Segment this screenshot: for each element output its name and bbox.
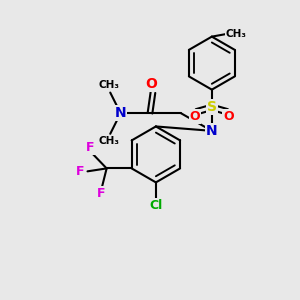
Text: O: O: [146, 77, 158, 91]
Text: F: F: [76, 165, 84, 178]
Text: O: O: [223, 110, 234, 123]
Text: F: F: [86, 141, 95, 154]
Text: CH₃: CH₃: [98, 80, 119, 90]
Text: CH₃: CH₃: [226, 29, 247, 39]
Text: O: O: [190, 110, 200, 123]
Text: CH₃: CH₃: [98, 136, 119, 146]
Text: Cl: Cl: [149, 199, 163, 212]
Text: N: N: [206, 124, 218, 138]
Text: F: F: [97, 187, 105, 200]
Text: S: S: [207, 100, 217, 114]
Text: N: N: [115, 106, 126, 120]
